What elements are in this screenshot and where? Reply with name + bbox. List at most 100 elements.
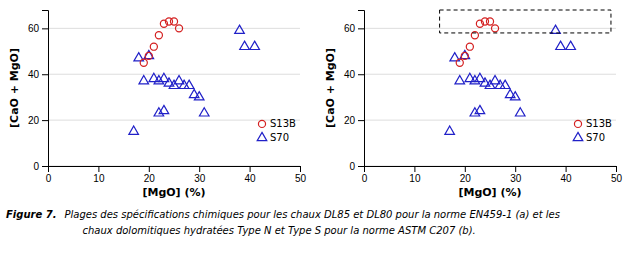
y-axis: 0 20 40 60	[344, 11, 365, 172]
plot-area	[129, 18, 260, 134]
legend-label: S70	[586, 132, 605, 143]
tick-mark	[566, 166, 567, 172]
y-axis: 0 20 40 60	[28, 11, 49, 172]
tick: 40	[561, 166, 573, 184]
tick: 0	[349, 161, 364, 172]
tick-label: 30	[510, 173, 522, 184]
grid-line	[364, 28, 616, 29]
legend-label: S70	[270, 132, 289, 143]
tick-mark	[42, 120, 48, 121]
point	[566, 41, 576, 49]
panel: 010203040500204060[MgO] (%)[CaO + MgO]S1…	[8, 11, 306, 200]
y-axis-title: [CaO + MgO]	[324, 48, 337, 128]
point	[515, 108, 525, 116]
point	[235, 25, 245, 33]
legend-marker	[258, 120, 265, 127]
figure: 0 10 20 30 40 50 0 20 40 60 [MgO] (%) [CaO + MgO] S1…	[0, 0, 631, 254]
point	[144, 50, 154, 58]
tick: 20	[344, 115, 364, 126]
tick-label: 50	[295, 173, 307, 184]
tick-label: 20	[344, 115, 356, 126]
tick: 30	[194, 166, 206, 184]
tick: 20	[460, 166, 472, 184]
x-axis-title: [MgO] (%)	[458, 186, 521, 199]
tick-mark	[358, 74, 364, 75]
point	[455, 76, 465, 84]
legend: S13B S70	[573, 118, 612, 143]
point	[194, 92, 204, 100]
point	[486, 18, 493, 25]
tick-label: 40	[245, 173, 257, 184]
tick-mark	[358, 28, 364, 29]
point	[510, 92, 520, 100]
axis-line	[49, 167, 301, 173]
point	[129, 126, 139, 134]
tick-label: 40	[344, 69, 356, 80]
tick-label: 0	[46, 173, 52, 184]
tick-mark	[358, 120, 364, 121]
point	[175, 25, 182, 32]
tick: 60	[28, 23, 48, 34]
point	[155, 32, 162, 39]
tick: 40	[344, 69, 364, 80]
series	[456, 18, 498, 66]
point	[250, 41, 260, 49]
point	[159, 105, 169, 113]
grid-line	[48, 74, 300, 75]
x-axis: 0 10 20 30 40 50	[362, 166, 623, 184]
grid-line	[364, 74, 616, 75]
tick-mark	[465, 166, 466, 172]
tick-mark	[42, 74, 48, 75]
tick: 10	[93, 166, 105, 184]
point	[445, 126, 455, 134]
tick-mark	[616, 166, 617, 172]
tick-label: 40	[561, 173, 573, 184]
tick-mark	[250, 166, 251, 172]
tick-label: 20	[28, 115, 40, 126]
tick-mark	[358, 166, 364, 167]
point	[556, 41, 566, 49]
tick: 40	[28, 69, 48, 80]
tick: 10	[409, 166, 421, 184]
tick-label: 50	[611, 173, 623, 184]
tick: 0	[46, 166, 52, 184]
tick: 0	[362, 166, 368, 184]
point	[466, 43, 473, 50]
point	[240, 41, 250, 49]
x-axis-title: [MgO] (%)	[142, 186, 205, 199]
grid	[48, 28, 300, 166]
point	[460, 50, 470, 58]
axis-line	[42, 11, 49, 167]
tick-label: 0	[362, 173, 368, 184]
series	[129, 25, 260, 134]
axis-line	[358, 11, 365, 167]
tick-label: 0	[33, 161, 39, 172]
point	[475, 105, 485, 113]
point	[179, 80, 189, 88]
legend-label: S13B	[586, 118, 612, 129]
tick-label: 10	[93, 173, 105, 184]
point	[461, 52, 468, 59]
y-axis-title: [CaO + MgO]	[8, 48, 21, 128]
point	[500, 80, 510, 88]
legend-marker	[573, 132, 583, 140]
tick-label: 0	[349, 161, 355, 172]
caption-text: chaux dolomitiques hydratées Type N et T…	[83, 225, 476, 236]
tick: 60	[344, 23, 364, 34]
tick-label: 60	[28, 23, 40, 34]
point	[139, 76, 149, 84]
tick-mark	[42, 28, 48, 29]
axis-line	[365, 167, 617, 173]
panel: 0 10 20 30 40 50 0 20 40 60 [MgO] (%) [CaO + MgO] S1…	[324, 10, 622, 199]
caption-text: Plages des spécifications chimiques pour…	[65, 209, 560, 220]
point	[456, 59, 463, 66]
tick-label: 40	[28, 69, 40, 80]
tick-label: 10	[409, 173, 421, 184]
tick-mark	[414, 166, 415, 172]
tick: 40	[245, 166, 257, 184]
tick: 30	[510, 166, 522, 184]
point	[551, 25, 561, 33]
caption: Figure 7.Plages des spécifications chimi…	[6, 209, 560, 236]
point	[145, 52, 152, 59]
tick-mark	[42, 166, 48, 167]
